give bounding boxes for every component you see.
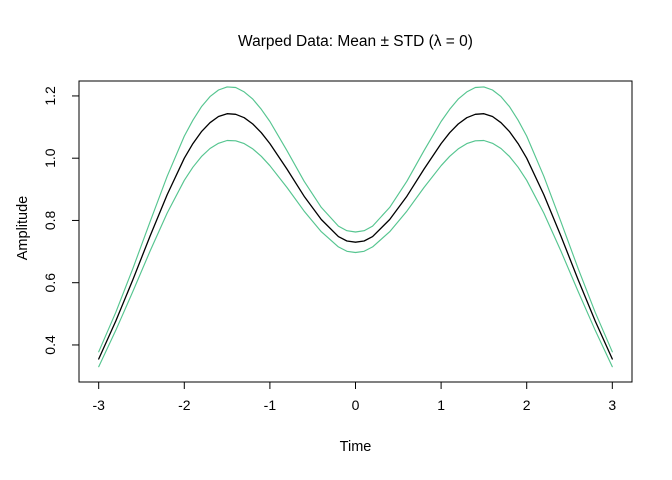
mean-plus-std-curve — [98, 86, 613, 353]
x-tick-label: 1 — [437, 397, 445, 413]
mean-minus-std-curve — [98, 139, 613, 368]
x-tick-label: -3 — [92, 397, 105, 413]
y-tick-label: 1.0 — [42, 148, 58, 168]
x-tick-label: 3 — [608, 397, 616, 413]
x-tick-label: -2 — [178, 397, 191, 413]
y-tick-label: 1.2 — [42, 86, 58, 106]
x-tick-label: -1 — [264, 397, 277, 413]
x-axis-label: Time — [339, 439, 372, 455]
y-tick-label: 0.4 — [42, 335, 58, 355]
x-tick-label: 0 — [352, 397, 360, 413]
mean-curve — [98, 113, 613, 360]
x-tick-label: 2 — [523, 397, 531, 413]
y-tick-label: 0.6 — [42, 273, 58, 293]
chart-title: Warped Data: Mean ± STD (λ = 0) — [238, 33, 473, 50]
y-tick-label: 0.8 — [42, 211, 58, 231]
